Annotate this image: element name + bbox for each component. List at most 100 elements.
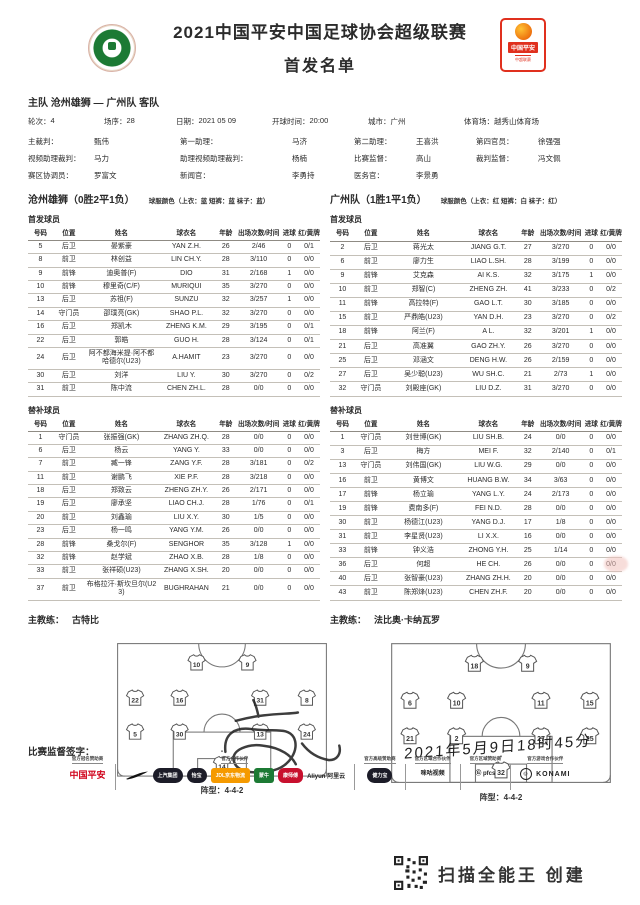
player-row: 10 前锋 穆里奇(C/F) MURIQUI 35 3/270 0 0/0 — [28, 280, 320, 295]
match-meta-row: 轮次： 4 场序： 28 日期： 2021 05 09 开球时间： 20:00 城市： 广州 体育场… — [28, 116, 640, 127]
meta-label: 轮次： — [28, 117, 51, 126]
column-header: 号码 — [330, 418, 355, 433]
sponsor-caption: 官方冠名赞助商 — [71, 756, 104, 764]
sponsor-group: 官方合作伙伴 上汽集团 怡宝 JDL京东物流 蒙牛 康师傅 Aliyun 阿里云 — [125, 756, 346, 783]
svg-text:10: 10 — [193, 662, 201, 669]
coach-row: 主教练： 古特比 主教练： 法比奥·卡纳瓦罗 — [28, 613, 622, 626]
player-row: 6 前卫 廖力生 LIAO L.SH. 28 3/199 0 0/0 — [330, 255, 622, 270]
meta-item: 轮次： 4 — [28, 116, 104, 127]
official-value: 杨楠 — [292, 154, 307, 163]
player-row: 2 后卫 蒋光太 JIANG G.T. 27 3/270 0 0/0 — [330, 241, 622, 256]
player-row: 32 前锋 赵学斌 ZHAO X.B. 28 1/8 0 0/0 — [28, 551, 320, 566]
pingan-ball-icon — [514, 23, 532, 40]
player-row: 11 前卫 谢鹏飞 XIE P.F. 28 3/218 0 0/0 — [28, 471, 320, 486]
player-row: 9 前锋 迪奥普(F) DIO 31 2/168 1 0/0 — [28, 267, 320, 282]
player-row: 24 后卫 阿不都海米提·阿不都哈德尔(U23) A.HAMIT 23 3/270 0 0/0 — [28, 347, 320, 370]
starters-section-row: 首发球员 首发球员 — [28, 214, 622, 225]
page-title: 2021中国平安中国足球协会超级联赛 — [173, 23, 467, 42]
svg-text:16: 16 — [176, 697, 184, 704]
column-header: 位置 — [52, 418, 85, 432]
home-coach-label: 主教练： — [28, 614, 65, 625]
away-coach-label: 主教练： — [330, 614, 367, 625]
meta-label: 场序： — [104, 117, 127, 126]
pingan-sponsor-badge: 中国平安 中超联赛 — [500, 18, 546, 72]
meta-value: 28 — [126, 116, 135, 125]
player-row: 21 后卫 高准翼 GAO ZH.Y. 26 3/270 0 0/0 — [330, 339, 622, 355]
official-label: 视频助理裁判： — [28, 154, 81, 163]
column-header: 年龄 — [516, 228, 539, 242]
sponsor-logo: 蒙牛 — [254, 768, 275, 783]
column-header: 位置 — [354, 228, 387, 242]
meta-value: 广州 — [390, 117, 406, 126]
column-header: 号码 — [28, 418, 53, 432]
sponsor-bar: 官方冠名赞助商 中国平安 官方合作伙伴 上汽集团 怡宝 JDL京东物流 蒙牛 康师傅 Aliyu… — [0, 756, 640, 790]
player-row: 16 后卫 郑凯木 ZHENG K.M. 29 3/195 0 0/1 — [28, 320, 320, 335]
table-header-row: 号码 位置 姓名 球衣名 年龄 出场次数/时间 进球 红/黄牌 — [330, 418, 622, 433]
svg-text:18: 18 — [470, 663, 478, 670]
svg-text:9: 9 — [526, 663, 530, 670]
sponsor-logo: ◎ KONAMI — [520, 768, 570, 780]
player-row: 3 后卫 梅方 MEI F. 32 2/140 0 0/1 — [330, 445, 622, 461]
column-header: 年龄 — [516, 418, 539, 433]
sponsor-caption: 官方高级赞助商 — [364, 756, 396, 764]
league-logo-icon — [88, 24, 136, 72]
player-row: 18 前锋 阿兰(F) A L. 32 3/201 1 0/0 — [330, 325, 622, 341]
sponsor-logo: 康师傅 — [278, 768, 304, 783]
column-header: 姓名 — [84, 228, 158, 241]
svg-text:8: 8 — [305, 697, 309, 704]
supervisor-signature-label: 比赛监督签字： — [28, 747, 95, 758]
away-coach-block: 主教练： 法比奥·卡纳瓦罗 — [330, 613, 622, 626]
svg-text:6: 6 — [408, 700, 412, 707]
home-formation-diagram: 10 9 22 16 31 8 5 30 13 24 14 阵型：4-4-2 — [116, 642, 328, 803]
sponsor-divider — [354, 764, 356, 790]
player-row: 31 前卫 陈中流 CHEN ZH.L. 28 0/0 0 0/0 — [28, 382, 320, 397]
player-row: 30 前卫 杨德江(U23) YANG D.J. 17 1/8 0 0/0 — [330, 515, 622, 531]
player-row: 33 前卫 张祥硕(U23) ZHANG X.SH. 20 0/0 0 0/0 — [28, 564, 320, 579]
sponsor-logo: 上汽集团 — [152, 768, 183, 783]
away-subs-label: 替补球员 — [330, 405, 362, 415]
player-row: 23 后卫 杨一鸣 YANG Y.M. 26 0/0 0 0/0 — [28, 524, 320, 539]
player-row: 25 后卫 邓涵文 DENG H.W. 26 2/159 0 0/0 — [330, 353, 622, 369]
column-header: 姓名 — [386, 418, 460, 433]
home-coach-block: 主教练： 古特比 — [28, 613, 320, 626]
home-team-name: 沧州雄狮（0胜2平1负） — [28, 195, 135, 206]
sponsor-caption: 官方游戏合作伙伴 — [527, 756, 564, 764]
column-header: 进球 — [280, 228, 299, 241]
sponsor-items: 健力宝 — [367, 768, 393, 783]
formation-diagrams: 10 9 22 16 31 8 5 30 13 24 14 阵型：4-4-2 18 9 6 10 11 15 2… — [0, 642, 640, 803]
player-row: 17 前锋 杨立瑜 YANG L.Y. 24 2/173 0 0/0 — [330, 487, 622, 503]
meta-value: 20:00 — [309, 116, 329, 125]
svg-text:15: 15 — [586, 700, 594, 707]
officials-grid: 主裁判： 甄伟 第一助理： 马济 第二助理： 王喜洪 第四官员： 徐强强 视频助理裁判： 马力 助理… — [28, 136, 612, 181]
official-value: 李景勇 — [416, 171, 439, 180]
official-label: 新闻官： — [180, 171, 210, 180]
column-header: 进球 — [582, 418, 601, 433]
svg-text:30: 30 — [176, 731, 184, 738]
home-team-block: 沧州雄狮（0胜2平1负） 球服颜色（上衣：蓝 短裤：蓝 袜子：蓝） — [28, 191, 320, 206]
official-value: 高山 — [416, 154, 431, 163]
player-row: 19 前锋 费南多(F) FEI N.D. 28 0/0 0 0/0 — [330, 501, 622, 517]
official-value: 李勇持 — [292, 171, 315, 180]
meta-item: 场序： 28 — [104, 116, 176, 127]
column-header: 号码 — [330, 228, 355, 242]
away-starters-label: 首发球员 — [330, 215, 362, 224]
sponsor-logo: Aliyun 阿里云 — [307, 774, 346, 780]
table-header-row: 号码 位置 姓名 球衣名 年龄 出场次数/时间 进球 红/黄牌 — [330, 228, 622, 242]
handwritten-signature — [224, 698, 342, 774]
column-header: 红/黄牌 — [600, 418, 622, 433]
column-header: 红/黄牌 — [600, 228, 622, 242]
column-header: 位置 — [354, 418, 387, 433]
column-header: 出场次数/时间 — [236, 228, 281, 241]
player-row: 37 前卫 布格拉汗·斯坎旦尔(U23) BUGHRAHAN 21 0/0 0 0/0 — [28, 578, 320, 601]
sponsor-logo: JDL京东物流 — [210, 768, 251, 783]
player-row: 27 后卫 吴少聪(U23) WU SH.C. 21 2/73 1 0/0 — [330, 367, 622, 383]
svg-text:22: 22 — [131, 697, 139, 704]
player-row: 13 后卫 苏祖(F) SUNZU 32 3/257 1 0/0 — [28, 293, 320, 308]
away-team-name: 广州队（1胜1平1负） — [330, 195, 427, 206]
sponsor-caption: 官方区域赞助商 — [469, 756, 502, 764]
player-row: 18 后卫 郑致云 ZHENG ZH.Y. 26 2/171 0 0/0 — [28, 484, 320, 499]
official-label: 助理视频助理裁判： — [180, 154, 248, 163]
official-label: 比赛监督： — [354, 154, 392, 163]
official-label: 第四官员： — [476, 137, 514, 146]
